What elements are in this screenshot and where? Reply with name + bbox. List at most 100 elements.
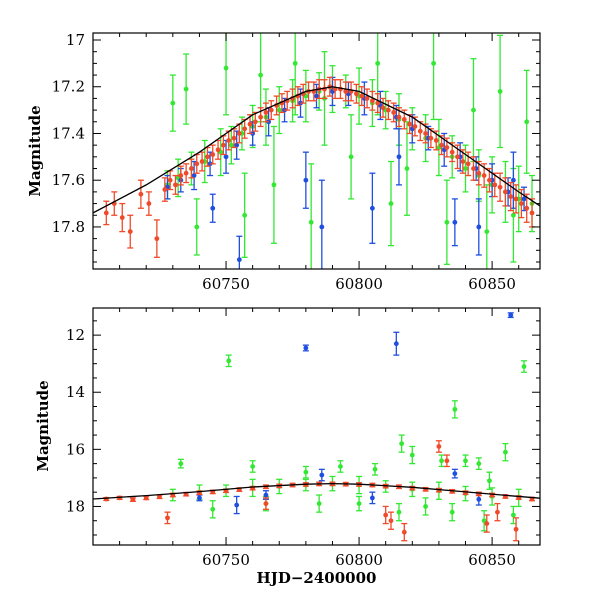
data-point	[510, 212, 516, 218]
data-point	[380, 105, 386, 111]
data-point	[508, 312, 514, 318]
data-point	[463, 490, 468, 496]
data-point	[215, 147, 221, 153]
data-point	[476, 491, 482, 497]
model-curve	[93, 86, 540, 214]
data-point	[455, 154, 460, 160]
data-point	[409, 485, 415, 491]
data-point	[130, 497, 136, 502]
data-point	[127, 229, 133, 235]
data-point	[276, 107, 282, 113]
data-point	[183, 86, 189, 92]
data-point	[210, 152, 216, 157]
data-point	[183, 170, 189, 176]
plot-area	[93, 312, 540, 542]
data-point	[170, 100, 176, 106]
axes-frame	[92, 32, 541, 270]
data-point	[431, 60, 436, 66]
data-point	[510, 512, 516, 518]
data-point	[529, 210, 535, 216]
data-point	[463, 166, 468, 171]
data-point	[465, 161, 471, 167]
data-point	[399, 441, 405, 447]
data-point	[228, 142, 234, 148]
data-point	[252, 119, 258, 125]
y-tick-label: 14	[66, 383, 85, 401]
data-point	[497, 184, 503, 190]
data-point	[189, 166, 194, 171]
data-point	[423, 131, 428, 136]
data-point	[452, 471, 458, 477]
data-point	[223, 65, 229, 71]
data-point	[476, 170, 482, 176]
data-point	[524, 205, 530, 211]
data-point	[449, 149, 455, 155]
data-point	[364, 96, 370, 101]
data-point	[178, 461, 184, 467]
data-point	[524, 119, 530, 125]
data-point	[484, 521, 490, 526]
y-tick-label: 16	[66, 440, 85, 458]
data-point	[268, 107, 274, 113]
data-point	[338, 464, 343, 469]
data-point	[487, 177, 492, 183]
data-point	[521, 364, 527, 369]
y-tick-label: 17.8	[52, 218, 85, 236]
data-point	[388, 201, 394, 206]
data-point	[510, 177, 516, 183]
data-point	[210, 205, 216, 211]
data-point	[258, 72, 264, 78]
data-point	[319, 472, 325, 478]
data-point	[250, 464, 256, 469]
y-tick-label: 18	[66, 497, 85, 515]
data-point	[503, 189, 508, 195]
data-point	[513, 526, 519, 532]
data-point	[433, 138, 439, 143]
data-point	[495, 509, 500, 515]
data-point	[223, 154, 229, 160]
data-point	[508, 194, 514, 199]
data-point	[263, 110, 269, 115]
data-point	[521, 196, 527, 202]
data-point	[471, 107, 476, 113]
data-point	[439, 458, 444, 464]
data-point	[173, 182, 178, 188]
data-point	[354, 91, 359, 97]
data-point	[271, 182, 277, 188]
y-tick-label: 17	[66, 31, 85, 49]
series-red-5	[164, 440, 520, 542]
plot-area	[93, 33, 540, 269]
data-point	[417, 128, 423, 134]
data-point	[231, 135, 237, 141]
data-point	[356, 501, 362, 506]
data-point	[303, 345, 309, 351]
data-point	[412, 124, 418, 129]
data-point	[476, 461, 482, 467]
data-point	[369, 205, 375, 211]
data-point	[423, 486, 428, 492]
model-curve	[93, 482, 540, 500]
axes-frame	[92, 307, 541, 546]
bottom-panel: 60750 60800 60850 12 14 16 18 Magnitude HJD−2400…	[34, 307, 541, 587]
data-point	[178, 173, 184, 178]
data-point	[460, 159, 466, 164]
x-tick-label: 60800	[335, 551, 383, 569]
y-axis-label: Magnitude	[34, 380, 52, 471]
data-point	[119, 215, 125, 220]
data-point	[492, 182, 498, 188]
data-point	[165, 515, 170, 521]
data-point	[343, 89, 349, 94]
series-red-4	[103, 76, 536, 258]
data-point	[210, 506, 216, 512]
x-tick-label: 60800	[335, 275, 383, 293]
data-point	[263, 501, 269, 506]
data-point	[194, 161, 200, 167]
data-point	[444, 145, 450, 150]
data-point	[487, 478, 492, 484]
data-point	[314, 93, 319, 99]
data-point	[247, 121, 253, 127]
data-point	[369, 495, 375, 501]
data-point	[191, 173, 197, 178]
x-tick-label: 60750	[202, 551, 250, 569]
